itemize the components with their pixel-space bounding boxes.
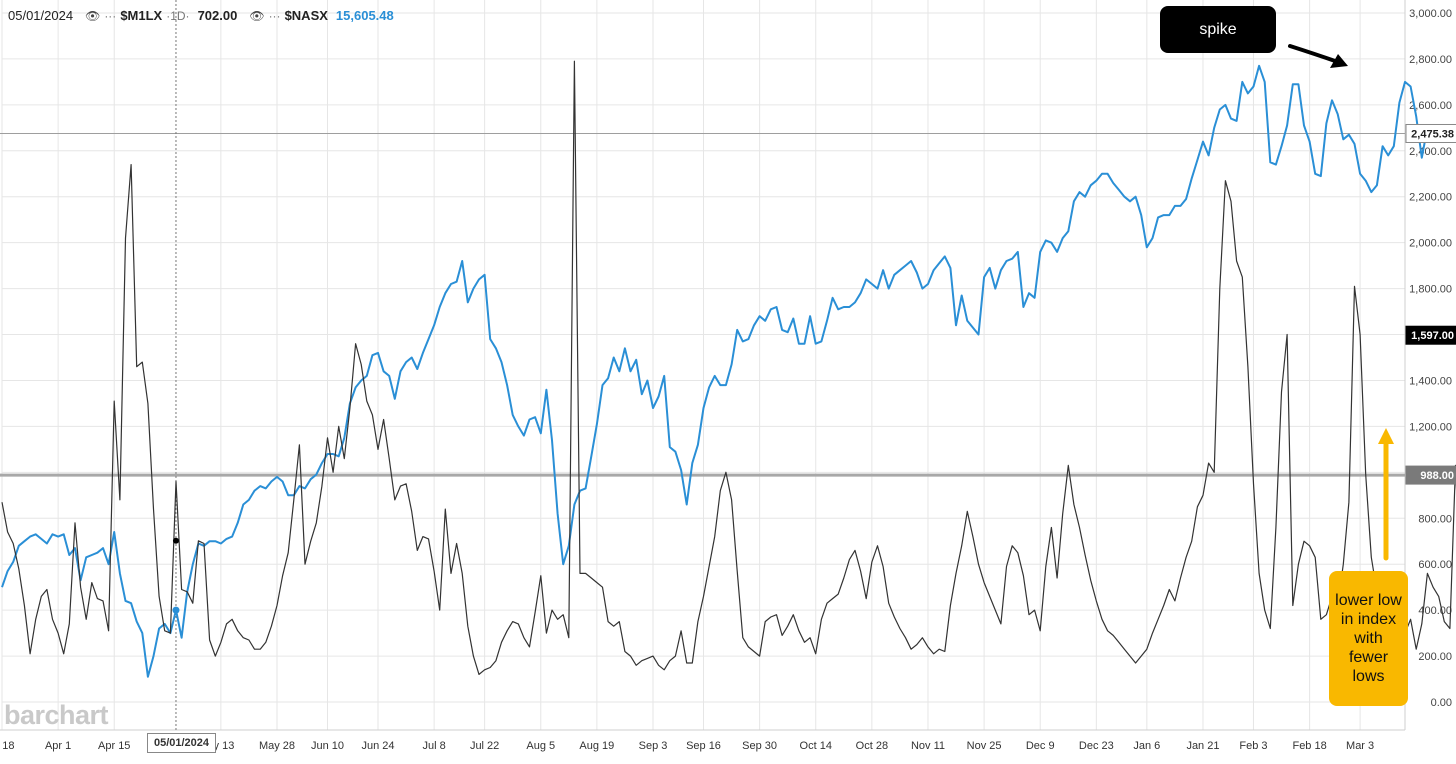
- x-tick-label: Apr 15: [98, 740, 130, 752]
- x-tick-label: May 28: [259, 740, 295, 752]
- price-tag-box: [1405, 325, 1456, 345]
- x-tick-label: Feb 3: [1239, 740, 1267, 752]
- y-tick-label: 1,400.00: [1409, 375, 1452, 387]
- m1lx-series-line: [1, 60, 1456, 676]
- x-tick-label: Dec 23: [1079, 740, 1114, 752]
- x-tick-label: Sep 16: [686, 740, 721, 752]
- series1-value: 702.00: [197, 8, 238, 23]
- spike-arrow-shaft: [1288, 44, 1340, 64]
- series2-value: 15,605.48: [335, 8, 394, 23]
- spike-annotation: spike: [1160, 6, 1276, 53]
- y-tick-label: 800.00: [1418, 513, 1452, 525]
- series1-symbol: $M1LX: [120, 8, 163, 23]
- x-tick-label: Jan 6: [1133, 740, 1160, 752]
- y-tick-label: 2,400.00: [1409, 146, 1452, 158]
- eye-icon[interactable]: 👁: [85, 8, 101, 23]
- lower-low-arrow-head: [1378, 428, 1394, 444]
- y-tick-label: 2,800.00: [1409, 54, 1452, 66]
- x-tick-label: Nov 25: [967, 740, 1002, 752]
- y-tick-label: 200.00: [1418, 651, 1452, 663]
- x-tick-label: Nov 11: [911, 740, 945, 752]
- price-tag-box: [1405, 465, 1456, 485]
- y-tick-label: 400.00: [1418, 605, 1452, 617]
- x-tick-label: Oct 28: [856, 740, 888, 752]
- x-tick-label: Jun 24: [361, 740, 394, 752]
- x-tick-label: Sep 30: [742, 740, 777, 752]
- y-tick-label: 0.00: [1431, 697, 1452, 709]
- price-tag-label: 988.00: [1420, 470, 1454, 482]
- price-tag-box: [1405, 123, 1456, 143]
- y-tick-label: 3,000.00: [1409, 8, 1452, 20]
- y-tick-label: 2,000.00: [1409, 238, 1452, 250]
- y-tick-label: 600.00: [1418, 559, 1452, 571]
- x-tick-label: Oct 14: [800, 740, 832, 752]
- x-tick-label: Jul 22: [470, 740, 499, 752]
- nasx-series-line: [1, 64, 1456, 678]
- series1-interval: ·1D·: [166, 8, 190, 23]
- price-tag-label: 1,597.00: [1411, 330, 1454, 342]
- x-tick-label: Aug 19: [579, 740, 614, 752]
- spike-arrow-head: [1330, 54, 1348, 68]
- legend-date: 05/01/2024: [8, 8, 74, 23]
- x-tick-label: Jul 8: [422, 740, 445, 752]
- crosshair-date-tag: 05/01/2024: [147, 733, 216, 753]
- y-tick-label: 2,600.00: [1409, 100, 1452, 112]
- x-tick-label: Feb 18: [1292, 740, 1326, 752]
- x-tick-label: Apr 1: [45, 740, 71, 752]
- barchart-logo: barchart: [4, 700, 109, 730]
- series2-symbol: $NASX: [284, 8, 328, 23]
- x-tick-label: Mar 3: [1346, 740, 1374, 752]
- x-tick-label: Dec 9: [1026, 740, 1055, 752]
- lower-low-annotation: lower low in index with fewer lows: [1329, 571, 1408, 706]
- x-tick-label: Jan 21: [1186, 740, 1219, 752]
- m1lx-crosshair-marker: [172, 537, 179, 544]
- y-tick-label: 2,200.00: [1409, 192, 1452, 204]
- legend: 05/01/2024 👁 ··· $M1LX ·1D· 702.00 👁 ··· $…: [8, 8, 394, 23]
- x-tick-label: ar 18: [0, 740, 15, 752]
- menu-dots-icon[interactable]: ···: [104, 8, 117, 23]
- price-tag-label: 2,475.38: [1411, 128, 1454, 140]
- y-tick-label: 1,200.00: [1409, 421, 1452, 433]
- x-tick-label: Aug 5: [526, 740, 555, 752]
- menu-dots-icon[interactable]: ···: [268, 8, 281, 23]
- y-tick-label: 1,800.00: [1409, 284, 1452, 296]
- x-tick-label: Sep 3: [639, 740, 668, 752]
- nasx-crosshair-marker: [172, 606, 180, 614]
- eye-icon[interactable]: 👁: [249, 8, 265, 23]
- x-tick-label: Jun 10: [311, 740, 344, 752]
